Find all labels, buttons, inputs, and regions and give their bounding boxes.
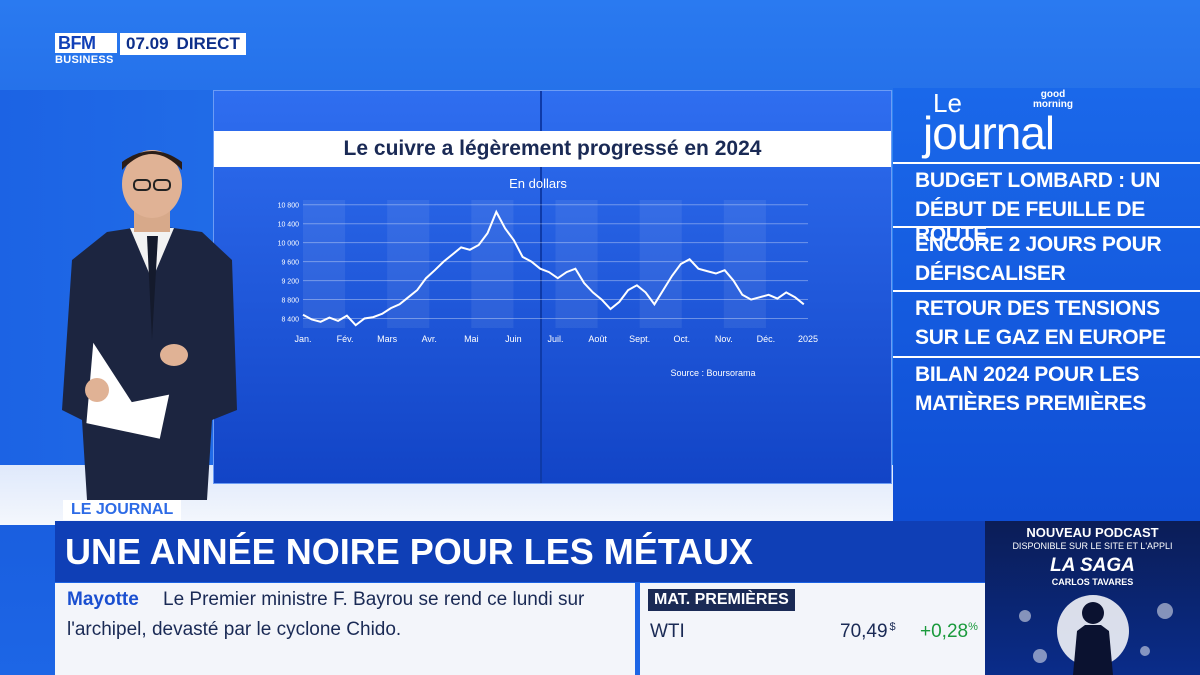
headline-line1: ENCORE 2 JOURS POUR <box>915 233 1162 256</box>
month-band <box>723 200 766 328</box>
live-label: DIRECT <box>176 34 240 53</box>
month-band <box>387 200 430 328</box>
series-line <box>302 209 805 327</box>
journal-title: journal <box>923 107 1055 159</box>
headline-line2: MATIÈRES PREMIÈRES <box>915 392 1147 415</box>
chart-source: Source : Boursorama <box>670 368 755 378</box>
ticker-line1: Le Premier ministre F. Bayrou se rend ce… <box>163 589 585 610</box>
headline-line2: DÉBUT DE FEUILLE DE ROUTE <box>915 198 1145 246</box>
headline-line2: DÉFISCALISER <box>915 262 1066 285</box>
x-tick-label: Avr. <box>422 334 437 344</box>
y-tick-label: 10 000 <box>278 241 300 248</box>
headline-item: BILAN 2024 POUR LES MATIÈRES PREMIÈRES <box>893 356 1200 416</box>
screen-seam <box>540 91 542 483</box>
main-headline: UNE ANNÉE NOIRE POUR LES MÉTAUX <box>65 531 754 572</box>
market-change-unit: % <box>968 621 978 633</box>
copper-price-chart: En dollars 8 400 8 800 9 200 9 600 10 000 10 … <box>278 176 818 378</box>
headline-item: BUDGET LOMBARD : UN DÉBUT DE FEUILLE DE … <box>893 162 1200 247</box>
x-tick-label: Juin <box>505 334 522 344</box>
section-tag: LE JOURNAL <box>63 500 182 520</box>
clock-time: 07.09 <box>126 34 169 53</box>
podcast-title: LA SAGA <box>1050 555 1135 576</box>
x-tick-label: Sept. <box>629 334 650 344</box>
good-morning-badge: good morning <box>1033 90 1073 110</box>
y-tick-label: 8 400 <box>281 317 299 324</box>
channel-logo: BFM BUSINESS <box>55 33 117 73</box>
podcast-promo: NOUVEAU PODCAST DISPONIBLE SUR LE SITE E… <box>985 521 1200 675</box>
headline-item: ENCORE 2 JOURS POUR DÉFISCALISER <box>893 226 1200 286</box>
ticker-line2: l'archipel, devasté par le cyclone Chido… <box>67 619 402 640</box>
x-tick-label: Juil. <box>547 334 563 344</box>
headline-line1: BUDGET LOMBARD : UN <box>915 169 1161 192</box>
x-tick-labels: Jan. Fév. Mars Avr. Mai Juin Juil. Août Sept. Oct… <box>294 334 818 344</box>
news-ticker: Mayotte Le Premier ministre F. Bayrou se… <box>55 583 635 675</box>
headline-item: RETOUR DES TENSIONS SUR LE GAZ EN EUROPE <box>893 290 1200 350</box>
y-tick-label: 10 800 <box>278 203 300 210</box>
ticker-keyword: Mayotte <box>67 589 139 610</box>
chart-grid <box>303 204 808 320</box>
x-tick-label: Déc. <box>757 334 776 344</box>
headline-banner: UNE ANNÉE NOIRE POUR LES MÉTAUX <box>55 521 985 582</box>
journal-le: Le <box>933 88 962 118</box>
market-change: +0,28% <box>920 621 978 643</box>
studio-screen: Le cuivre a légèrement progressé en 2024 <box>213 90 892 484</box>
x-tick-label: Mai <box>464 334 479 344</box>
chart-title: Le cuivre a légèrement progressé en 2024 <box>214 131 891 167</box>
market-value-number: 70,49 <box>840 621 888 642</box>
market-symbol: WTI <box>650 621 685 642</box>
market-value-unit: $ <box>889 621 896 633</box>
podcast-subject: CARLOS TAVARES <box>1051 577 1134 587</box>
month-band <box>303 200 346 328</box>
headline-line2: SUR LE GAZ EN EUROPE <box>915 326 1166 349</box>
y-tick-label: 9 200 <box>281 279 299 286</box>
x-tick-label: Fév. <box>337 334 354 344</box>
y-tick-label: 9 600 <box>281 260 299 267</box>
y-tick-label: 8 800 <box>281 298 299 305</box>
market-header: MAT. PREMIÈRES <box>648 589 795 611</box>
podcast-artwork <box>1019 595 1173 675</box>
broadcast-clock: 07.09 DIRECT <box>120 33 246 55</box>
journal-panel: Le good morning journal BUDGET LOMBARD :… <box>893 88 1200 521</box>
headline-line1: BILAN 2024 POUR LES <box>915 363 1140 386</box>
podcast-availability: DISPONIBLE SUR LE SITE ET L'APPLI <box>1012 541 1173 551</box>
chart-subtitle: En dollars <box>509 176 567 191</box>
market-value: 70,49 $ <box>840 621 896 643</box>
month-band <box>639 200 682 328</box>
y-tick-label: 10 400 <box>278 222 300 229</box>
x-tick-label: Août <box>588 334 607 344</box>
x-tick-label: Jan. <box>294 334 311 344</box>
headline-line1: RETOUR DES TENSIONS <box>915 297 1160 320</box>
month-bands <box>303 200 766 328</box>
presenter-figure <box>62 150 237 500</box>
y-tick-labels: 8 400 8 800 9 200 9 600 10 000 10 400 10 800 <box>278 203 300 324</box>
badge-line2: morning <box>1033 99 1073 110</box>
podcast-label: NOUVEAU PODCAST <box>1026 525 1159 540</box>
x-tick-label: 2025 <box>798 334 818 344</box>
month-band <box>555 200 598 328</box>
logo-business: BUSINESS <box>55 54 114 66</box>
x-tick-label: Mars <box>377 334 397 344</box>
market-change-number: +0,28 <box>920 621 969 642</box>
logo-bfm: BFM <box>55 33 117 53</box>
x-tick-label: Oct. <box>673 334 690 344</box>
badge-line1: good <box>1040 89 1066 100</box>
market-ticker: MAT. PREMIÈRES WTI 70,49 $ +0,28% <box>640 583 985 675</box>
x-tick-label: Nov. <box>715 334 733 344</box>
